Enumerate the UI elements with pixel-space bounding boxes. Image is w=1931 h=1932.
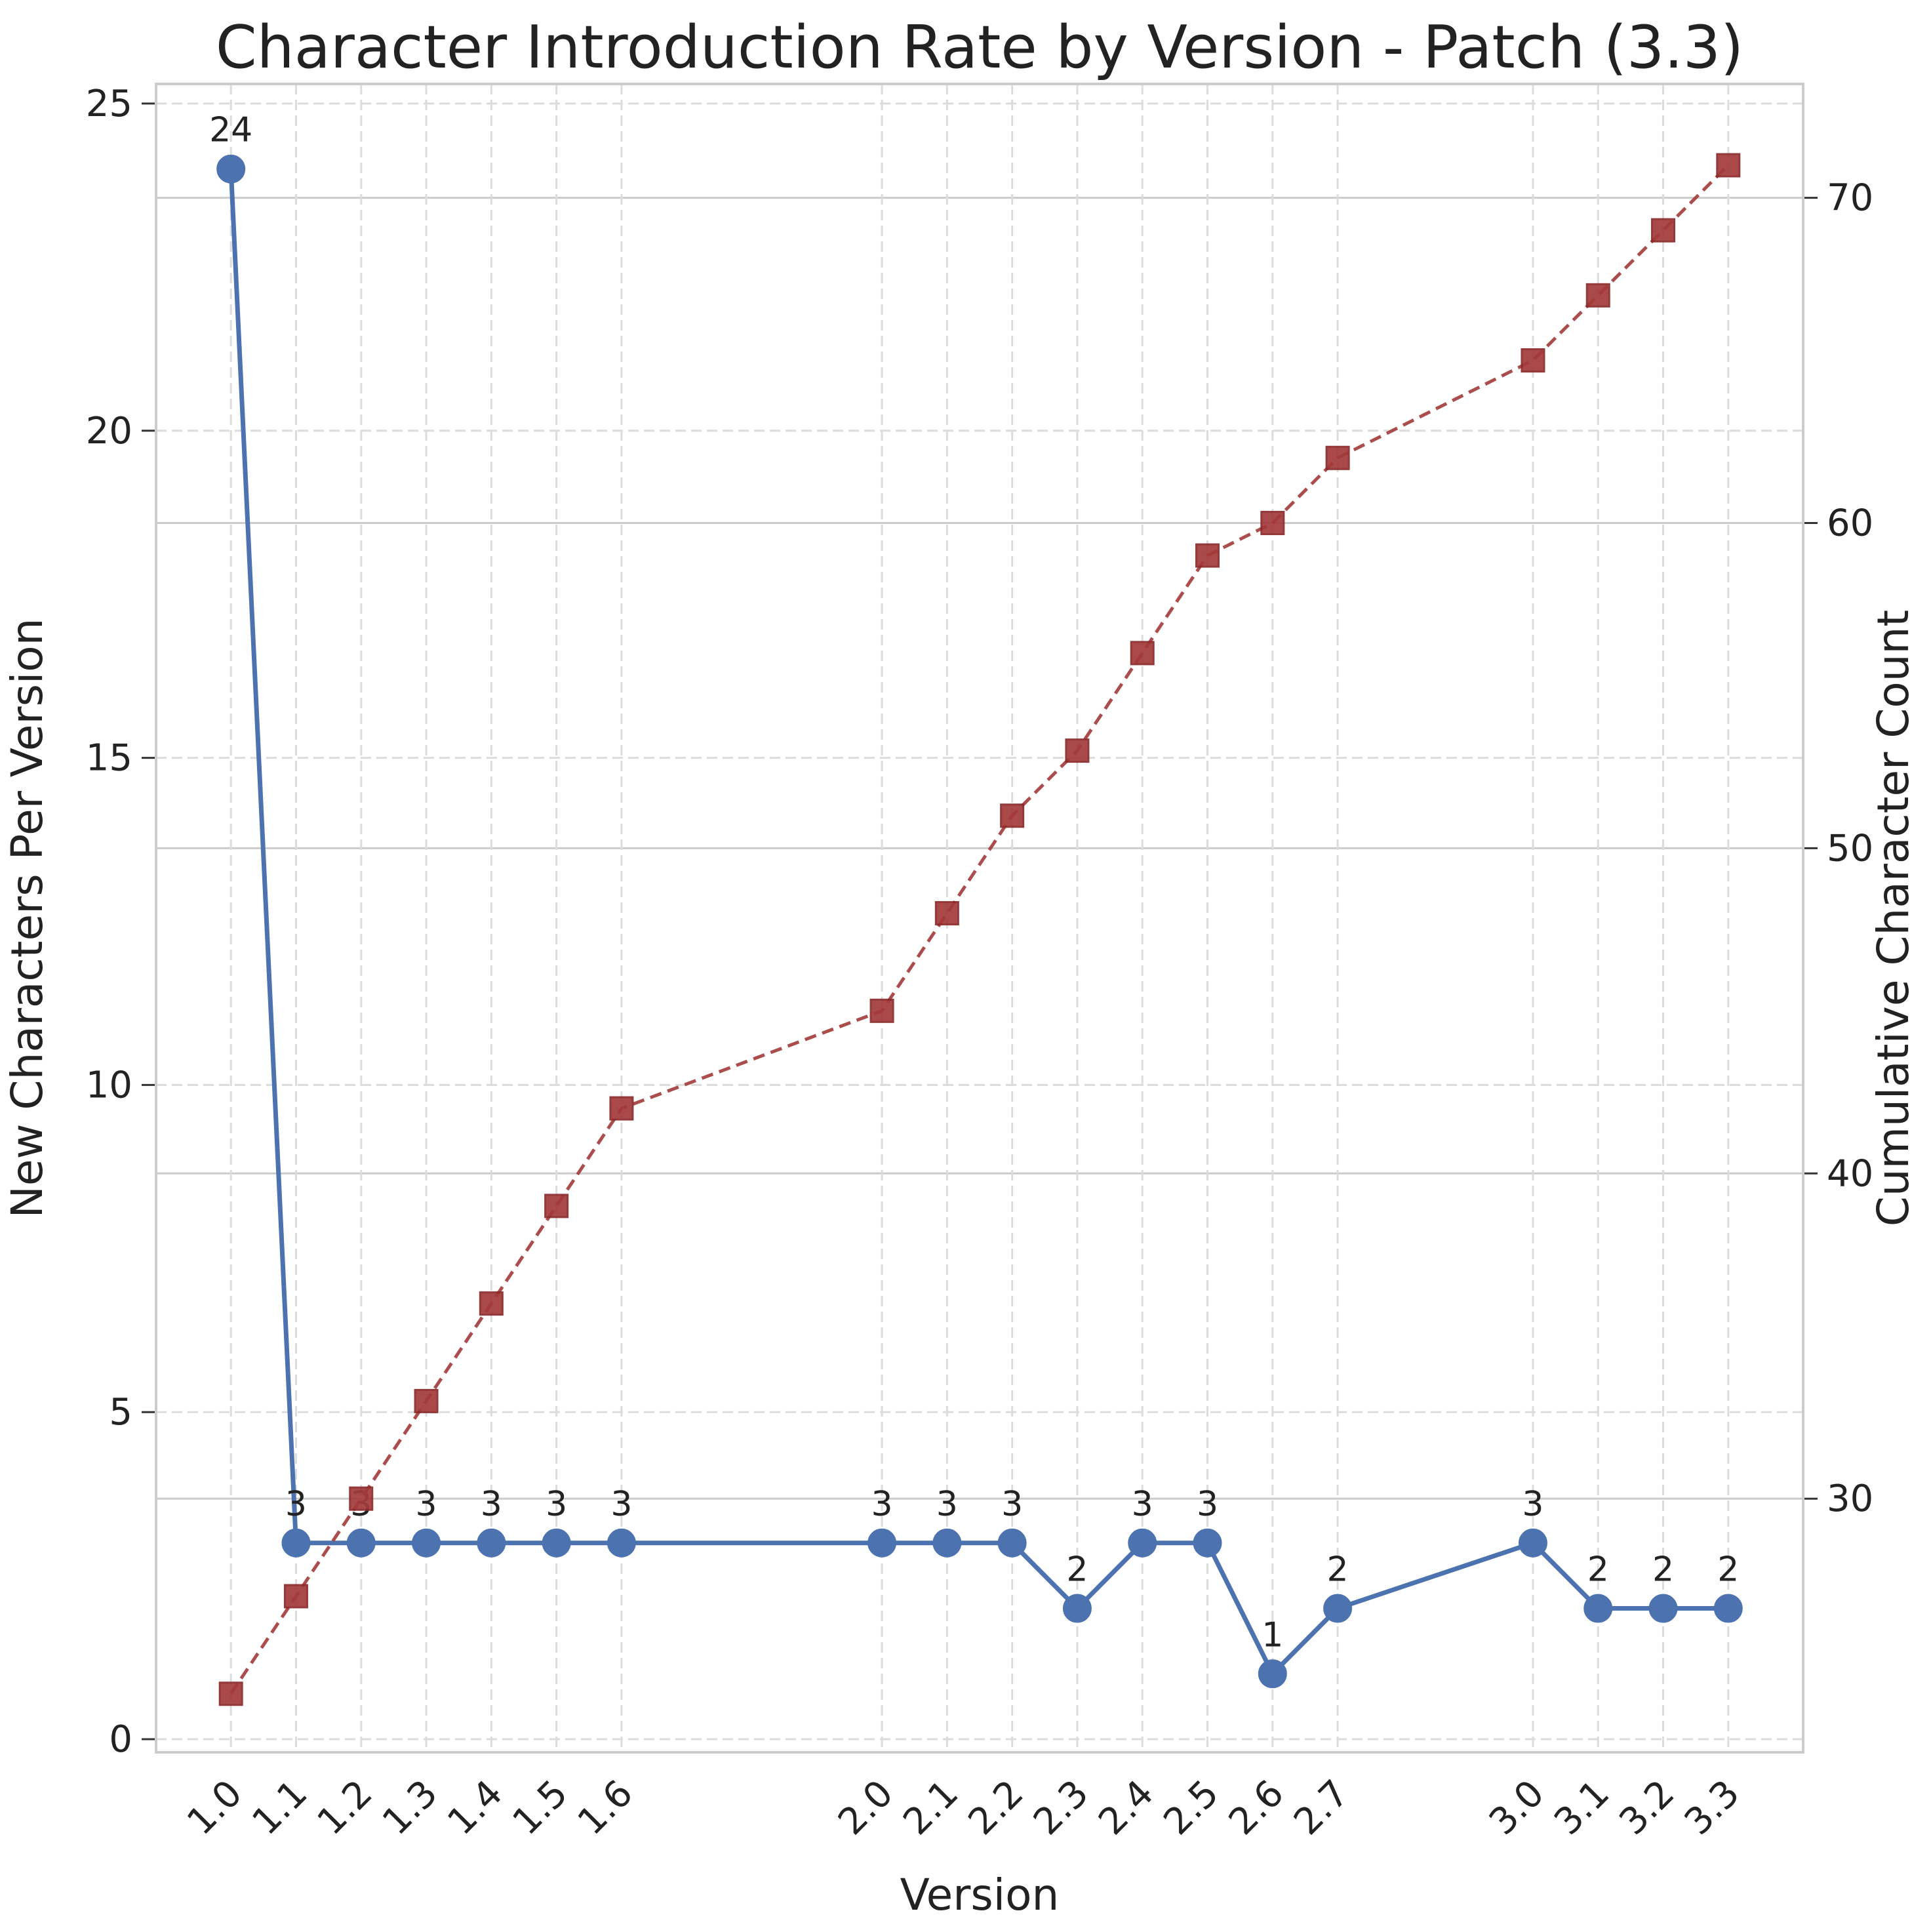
data-point-circle [1583,1594,1613,1623]
data-label: 2 [1327,1550,1349,1590]
data-label: 3 [871,1485,893,1524]
data-point-square [1130,641,1155,666]
data-point-square [1260,510,1285,535]
data-point-circle [997,1528,1027,1558]
y-tick-label: 15 [86,737,132,780]
y2-tick-label: 70 [1827,177,1873,220]
y-tick-label: 25 [86,83,132,125]
y2-tick-label: 50 [1827,827,1873,870]
data-point-square [1651,218,1676,243]
data-point-square [283,1584,308,1609]
data-label: 3 [936,1485,958,1524]
data-point-square [1000,803,1025,828]
data-label: 3 [1197,1485,1218,1524]
data-label: 2 [1066,1550,1088,1590]
y2-tick-label: 30 [1827,1478,1873,1520]
data-label: 24 [209,111,252,150]
y-tick-label: 0 [109,1718,132,1761]
data-point-circle [1648,1594,1678,1623]
data-label: 2 [1717,1550,1739,1590]
data-point-circle [1713,1594,1743,1623]
data-point-circle [1323,1594,1353,1623]
data-point-square [869,998,894,1023]
data-point-circle [412,1528,441,1558]
chart-title: Character Introduction Rate by Version -… [216,13,1743,82]
data-point-square [1585,283,1610,308]
data-point-square [1195,543,1220,568]
data-point-square [609,1096,634,1121]
data-point-circle [1128,1528,1157,1558]
grid [156,84,1803,1752]
data-label: 1 [1262,1615,1283,1655]
data-label: 3 [416,1485,437,1524]
y-tick-label: 5 [109,1391,132,1434]
data-label: 3 [1001,1485,1023,1524]
data-point-circle [867,1528,897,1558]
data-point-circle [216,154,246,184]
data-label: 3 [1522,1485,1543,1524]
data-point-square [218,1681,243,1706]
data-point-square [414,1388,439,1413]
data-point-square [1065,738,1090,763]
data-point-circle [281,1528,311,1558]
data-label: 3 [610,1485,632,1524]
data-label: 3 [285,1485,307,1524]
data-point-square [1325,445,1350,470]
data-point-square [1716,153,1741,178]
data-label: 2 [1652,1550,1674,1590]
data-label: 3 [481,1485,502,1524]
y2-tick-label: 40 [1827,1152,1873,1195]
data-label: 3 [546,1485,567,1524]
data-point-square [1521,348,1545,373]
data-point-circle [607,1528,636,1558]
y-tick-label: 10 [86,1064,132,1106]
data-point-circle [1518,1528,1547,1558]
y2-axis-label: Cumulative Character Count [1868,610,1919,1227]
y-tick-label: 20 [86,410,132,453]
x-axis-label: Version [900,1870,1060,1920]
data-point-circle [346,1528,376,1558]
data-point-square [934,901,959,926]
data-point-circle [477,1528,506,1558]
data-point-circle [932,1528,962,1558]
data-point-circle [1062,1594,1092,1623]
data-point-circle [1258,1659,1287,1689]
plot-frame [155,83,1804,1754]
data-point-square [349,1486,374,1511]
data-label: 3 [1132,1485,1153,1524]
series-layer: 24333333333233123222 [209,111,1743,1706]
data-point-square [544,1194,569,1218]
data-point-circle [1193,1528,1222,1558]
y2-tick-label: 60 [1827,502,1873,544]
y-axis-label: New Characters Per Version [2,618,52,1218]
data-label: 2 [1587,1550,1609,1590]
data-point-square [479,1291,504,1316]
data-point-circle [542,1528,571,1558]
